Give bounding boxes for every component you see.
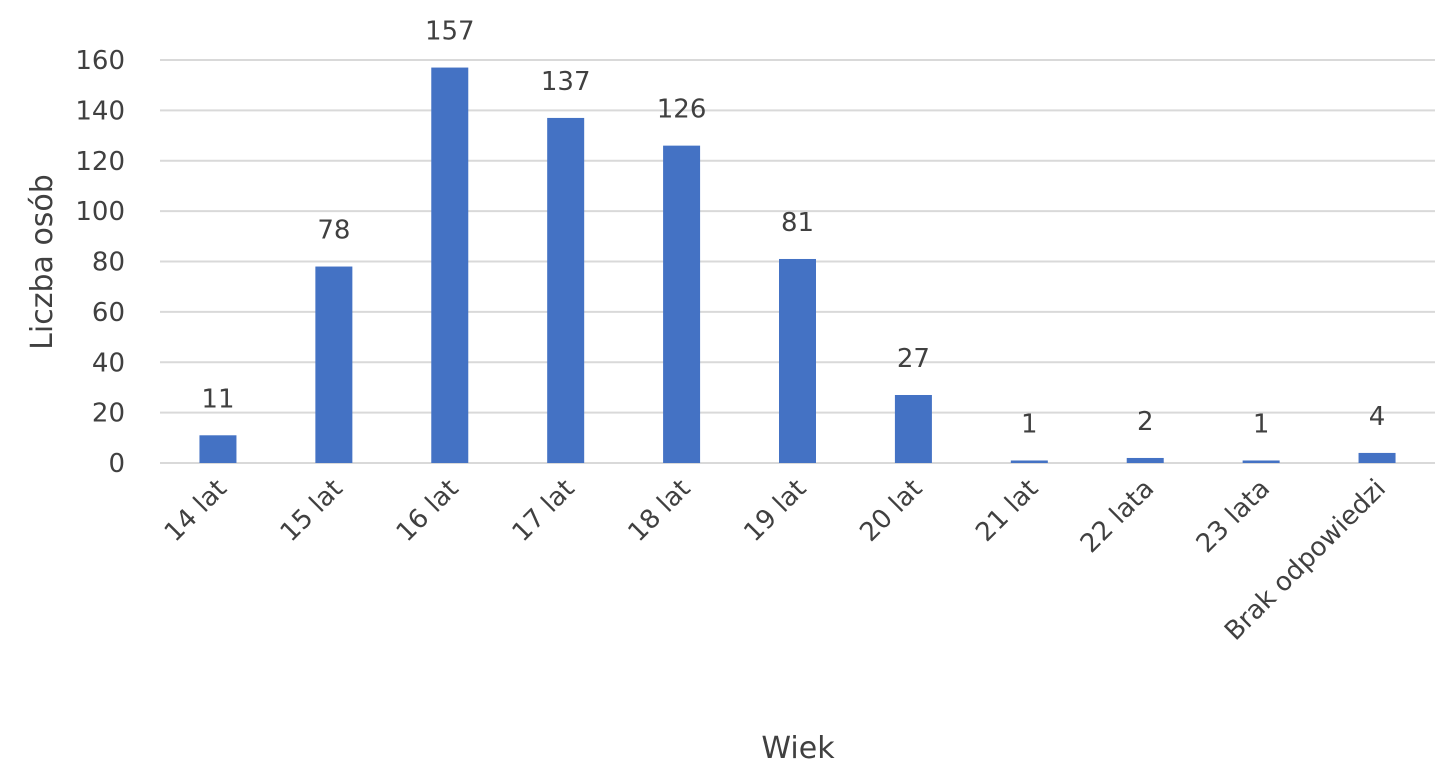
y-tick-label: 100 [75, 197, 125, 227]
x-tick-label: 22 lata [1075, 474, 1160, 559]
y-tick-label: 80 [92, 248, 125, 278]
bar-5 [663, 145, 701, 463]
data-label: 11 [201, 384, 234, 414]
x-tick-label: 19 lat [738, 474, 812, 548]
y-tick-label: 60 [92, 298, 125, 328]
bar-11 [1358, 452, 1396, 463]
data-label: 2 [1137, 407, 1154, 437]
data-label: 126 [657, 95, 707, 125]
data-labels: 11 78 157 137 126 81 27 1 2 1 4 [201, 17, 1385, 440]
x-tick-label: 23 lata [1191, 474, 1276, 559]
bar-9 [1126, 457, 1164, 463]
y-axis-ticks: 0 20 40 60 80 100 120 140 160 [75, 46, 125, 479]
data-label: 78 [317, 216, 350, 246]
data-label: 1 [1253, 409, 1270, 439]
y-tick-label: 120 [75, 147, 125, 177]
data-label: 1 [1021, 409, 1038, 439]
y-tick-label: 0 [108, 449, 125, 479]
x-tick-label: 21 lat [970, 474, 1044, 548]
x-tick-label: 17 lat [507, 474, 581, 548]
data-label: 81 [781, 208, 814, 238]
bar-6 [779, 258, 816, 463]
bar-8 [1010, 460, 1048, 463]
bar-10 [1242, 460, 1280, 463]
x-tick-label: 18 lat [623, 474, 697, 548]
y-tick-label: 20 [92, 399, 125, 429]
bar-1 [199, 435, 237, 463]
data-label: 137 [541, 67, 591, 97]
data-label: 27 [897, 344, 930, 374]
x-axis-title: Wiek [761, 731, 835, 764]
bar-4 [547, 117, 585, 464]
y-tick-label: 140 [75, 96, 125, 126]
data-label: 157 [425, 17, 475, 47]
x-axis-ticks: 14 lat 15 lat 16 lat 17 lat 18 lat 19 lat 20 l… [159, 474, 1392, 647]
y-tick-label: 40 [92, 348, 125, 378]
bar-7 [894, 394, 932, 463]
bar-3 [431, 67, 469, 464]
bar-2 [315, 266, 353, 463]
bars [199, 67, 1396, 464]
x-tick-label: 20 lat [854, 474, 928, 548]
x-tick-label: 14 lat [159, 474, 233, 548]
y-axis-title: Liczba osób [25, 174, 60, 350]
x-tick-label: 15 lat [275, 474, 349, 548]
y-tick-label: 160 [75, 46, 125, 76]
x-tick-label: 16 lat [391, 474, 465, 548]
data-label: 4 [1369, 402, 1386, 432]
